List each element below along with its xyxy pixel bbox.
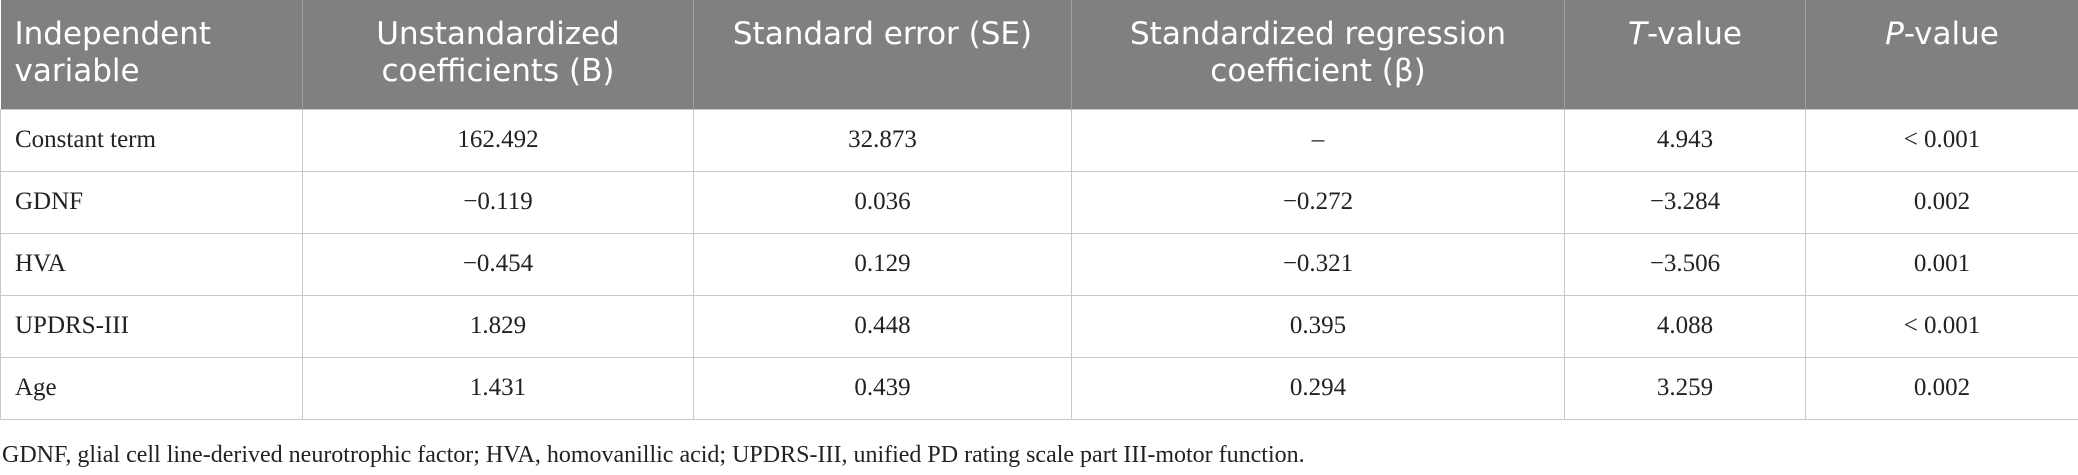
cell: 0.439 [693,356,1072,420]
cell: 0.036 [693,170,1072,234]
header-cell: Independent variable [0,0,303,109]
cell: 0.001 [1805,232,2078,296]
cell: −0.321 [1071,232,1565,296]
header-text: T [1628,16,1647,52]
header-row: Independent variable Unstandardized coeff… [0,0,2078,109]
header-cell: Unstandardized coefficients (B) [302,0,694,109]
cell: < 0.001 [1805,108,2078,172]
cell: 1.829 [302,294,694,358]
row-label: GDNF [0,170,303,234]
cell: 0.002 [1805,356,2078,420]
header-cell: Standard error (SE) [693,0,1072,109]
cell: −0.119 [302,170,694,234]
cell: 0.002 [1805,170,2078,234]
table-row: HVA −0.454 0.129 −0.321 −3.506 0.001 [0,232,2078,296]
cell: −0.272 [1071,170,1565,234]
cell: < 0.001 [1805,294,2078,358]
row-label: HVA [0,232,303,296]
header-cell: T-value [1564,0,1806,109]
cell: 0.129 [693,232,1072,296]
cell: – [1071,108,1565,172]
cell: 162.492 [302,108,694,172]
cell: 0.395 [1071,294,1565,358]
cell: 1.431 [302,356,694,420]
cell: 0.294 [1071,356,1565,420]
table-row: Constant term 162.492 32.873–4.943 < 0.001 [0,108,2078,172]
row-label: UPDRS-III [0,294,303,358]
cell: 4.088 [1564,294,1806,358]
header-text: -value [1903,16,1999,52]
cell: 0.448 [693,294,1072,358]
regression-table: Independent variable Unstandardized coeff… [0,0,2078,420]
header-text: Standardized regression coefficient (β) [1130,16,1506,89]
cell: −0.454 [302,232,694,296]
header-cell: P-value [1805,0,2078,109]
header-text: P [1885,16,1904,52]
table-body: Constant term 162.492 32.873–4.943 < 0.001 G… [0,108,2078,420]
cell: 4.943 [1564,108,1806,172]
header-text: Standard error (SE) [732,16,1033,52]
header-text: -value [1646,16,1742,52]
row-label: Constant term [0,108,303,172]
row-label: Age [0,356,303,420]
header-text: Independent variable [14,16,212,89]
footnote: GDNF, glial cell line-derived neurotroph… [2,442,1305,468]
cell: 3.259 [1564,356,1806,420]
table-row: Age 1.431 0.439 0.294 3.259 0.002 [0,356,2078,420]
table-row: UPDRS-III 1.829 0.448 0.395 4.088 < 0.001 [0,294,2078,358]
cell: −3.506 [1564,232,1806,296]
table-row: GDNF −0.119 0.036 −0.272 −3.284 0.002 [0,170,2078,234]
cell: 32.873 [693,108,1072,172]
header-cell: Standardized regression coefficient (β) [1071,0,1565,109]
cell: −3.284 [1564,170,1806,234]
header-text: Unstandardized coefficients (B) [376,16,620,89]
